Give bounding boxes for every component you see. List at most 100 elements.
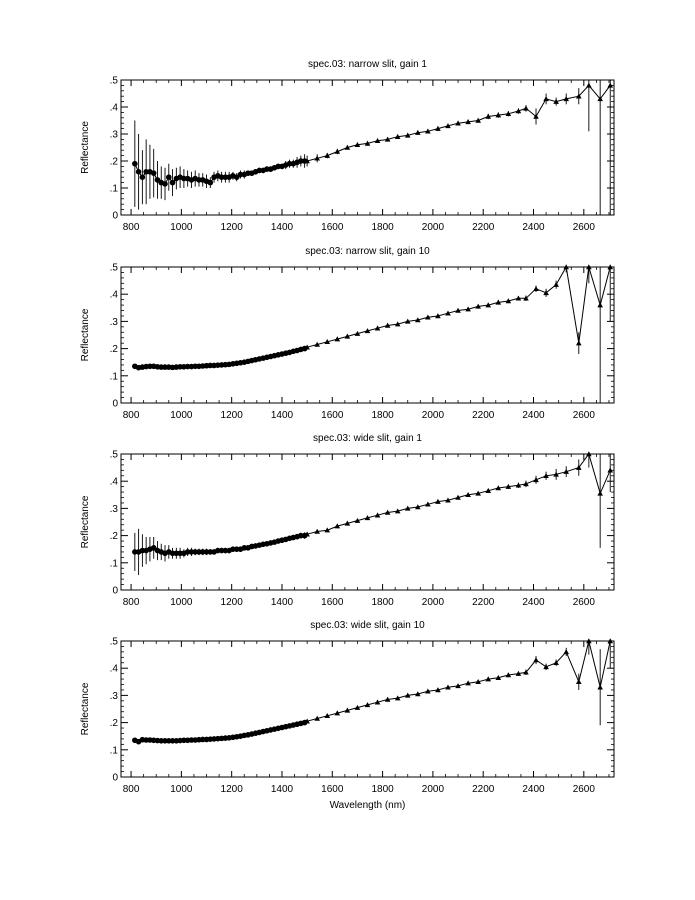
data-point — [324, 713, 331, 719]
x-tick-label: 1000 — [170, 222, 193, 233]
data-point — [150, 170, 157, 176]
x-tick-label: 2400 — [522, 222, 545, 233]
data-point — [435, 687, 441, 693]
x-tick-label: 800 — [123, 222, 140, 233]
chart-panel-3: spec.03: wide slit, gain 1 Reflectance 800… — [80, 433, 615, 608]
y-tick-label: .2 — [110, 344, 119, 355]
x-tick-label: 2400 — [522, 784, 545, 795]
data-point — [314, 341, 320, 347]
x-tick-label: 2200 — [472, 784, 495, 795]
y-tick-label: .3 — [110, 504, 119, 515]
chart-title: spec.03: wide slit, gain 10 — [310, 620, 425, 631]
data-point — [553, 659, 559, 665]
data-point — [455, 307, 461, 313]
data-point — [354, 142, 361, 148]
data-point — [374, 699, 381, 705]
data-point — [586, 264, 592, 270]
data-point — [344, 333, 351, 339]
plot-frame — [120, 266, 615, 404]
data-point — [597, 490, 603, 496]
data-point — [543, 472, 549, 478]
y-axis-label: Reflectance — [80, 495, 91, 548]
x-tick-label: 1400 — [271, 784, 294, 795]
data-point — [586, 638, 592, 644]
data-point — [165, 174, 172, 180]
data-point — [139, 174, 146, 180]
x-tick-label: 2000 — [422, 784, 445, 795]
data-point — [334, 336, 341, 342]
data-point — [135, 169, 142, 175]
data-point — [533, 657, 539, 663]
series-2-triangle — [304, 80, 614, 215]
data-point — [404, 132, 411, 138]
data-point — [169, 179, 176, 186]
series-2-triangle — [304, 638, 614, 726]
y-tick-label: .2 — [110, 531, 119, 542]
data-point — [543, 96, 549, 102]
x-tick-label: 2600 — [573, 222, 596, 233]
data-point — [425, 128, 431, 134]
data-point — [445, 123, 451, 129]
data-point — [465, 492, 471, 498]
y-tick-label: 0 — [112, 586, 118, 597]
x-tick-label: 2400 — [522, 410, 545, 421]
y-tick-label: .4 — [110, 477, 119, 488]
data-point — [394, 321, 401, 327]
x-tick-label: 1600 — [321, 410, 344, 421]
x-tick-label: 800 — [123, 410, 140, 421]
x-tick-label: 1400 — [271, 222, 294, 233]
series-1-circle — [132, 528, 308, 576]
x-tick-label: 1200 — [221, 222, 244, 233]
plot-frame — [120, 640, 615, 778]
data-point — [553, 281, 559, 287]
data-point — [485, 113, 492, 119]
data-point — [475, 303, 481, 309]
data-point — [607, 264, 614, 270]
data-point — [314, 155, 320, 161]
x-tick-label: 2400 — [522, 597, 545, 608]
y-tick-label: .5 — [110, 637, 119, 648]
y-tick-label: .3 — [110, 130, 119, 141]
data-point — [533, 285, 539, 291]
plot-frame — [120, 453, 615, 591]
data-point — [575, 679, 582, 685]
data-point — [334, 148, 341, 154]
series-1-circle — [132, 120, 308, 210]
data-point — [425, 688, 431, 694]
data-point — [563, 468, 570, 474]
data-point — [394, 695, 401, 701]
series-line — [306, 452, 611, 535]
data-point — [597, 96, 603, 102]
y-tick-label: 0 — [112, 211, 118, 222]
data-point — [505, 672, 512, 678]
data-point — [415, 317, 421, 323]
data-point — [515, 482, 522, 488]
data-point — [485, 487, 492, 493]
data-point — [533, 113, 539, 119]
y-axis-label: Reflectance — [80, 121, 91, 174]
y-tick-label: 0 — [112, 773, 118, 784]
x-tick-label: 1000 — [170, 597, 193, 608]
x-tick-label: 2600 — [573, 784, 596, 795]
data-point — [445, 684, 451, 690]
x-tick-label: 2200 — [472, 597, 495, 608]
data-point — [445, 310, 451, 316]
y-tick-label: .4 — [110, 290, 119, 301]
data-point — [465, 680, 471, 686]
data-point — [415, 504, 421, 510]
series-2-triangle — [304, 451, 614, 548]
y-tick-label: .2 — [110, 718, 119, 729]
data-point — [404, 692, 411, 698]
x-tick-label: 2600 — [573, 597, 596, 608]
y-tick-label: .4 — [110, 103, 119, 114]
data-point — [553, 471, 559, 477]
series-line — [306, 265, 611, 348]
data-point — [505, 110, 512, 116]
data-point — [543, 290, 549, 296]
y-tick-label: .2 — [110, 157, 119, 168]
data-point — [162, 181, 168, 187]
data-point — [455, 683, 461, 689]
data-point — [354, 330, 361, 336]
data-point — [515, 108, 522, 114]
data-point — [597, 302, 603, 308]
